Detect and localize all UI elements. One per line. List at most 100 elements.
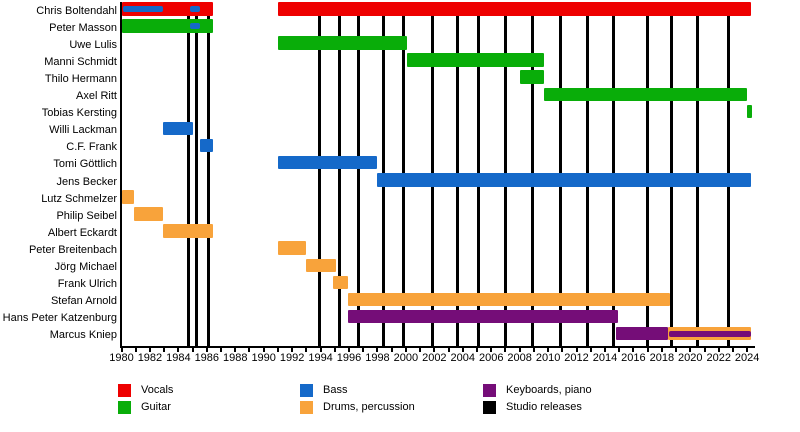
x-axis-tick-label: 2014 <box>592 352 618 364</box>
legend-swatch-bass <box>300 384 313 397</box>
legend-label-keyboards: Keyboards, piano <box>506 384 592 396</box>
x-axis-tick-label: 2010 <box>535 352 561 364</box>
legend-swatch-drums <box>300 401 313 414</box>
timeline-bar-keyboards <box>347 309 618 324</box>
x-axis-tick-label: 2020 <box>678 352 703 364</box>
x-axis-tick-label: 2006 <box>478 352 504 364</box>
timeline-bar-guitar <box>277 36 408 50</box>
timeline-bar-keyboards <box>616 326 669 341</box>
x-axis-tick <box>419 348 422 352</box>
x-axis-tick <box>305 348 308 352</box>
y-axis-line <box>120 2 122 347</box>
timeline-bar-drums <box>121 190 135 204</box>
x-axis-tick <box>490 348 493 352</box>
member-label: Frank Ulrich <box>57 278 117 291</box>
plot-area <box>121 2 766 348</box>
studio-release-line <box>337 5 341 348</box>
timeline-bar-guitar <box>747 104 753 119</box>
timeline-bar-bass <box>189 5 200 12</box>
x-axis-tick-label: 1996 <box>336 352 362 364</box>
legend-swatch-guitar <box>118 401 131 414</box>
member-label: Marcus Kniep <box>49 329 117 342</box>
x-axis-tick <box>575 348 578 352</box>
legend-label-guitar: Guitar <box>141 401 171 413</box>
member-label: Peter Breitenbach <box>28 243 117 256</box>
studio-release-line <box>186 5 190 348</box>
x-axis-tick-label: 1984 <box>166 352 191 364</box>
x-axis-tick-label: 2004 <box>450 352 475 364</box>
member-label: Stefan Arnold <box>50 295 117 308</box>
x-axis-tick-label: 1990 <box>251 352 276 364</box>
member-label: Albert Eckardt <box>47 226 117 239</box>
legend-label-drums: Drums, percussion <box>323 401 415 413</box>
x-axis-tick-label: 1980 <box>109 352 134 364</box>
x-axis-tick-label: 1982 <box>137 352 163 364</box>
x-axis-tick <box>291 348 294 352</box>
member-label: Jens Becker <box>56 175 117 188</box>
x-axis-tick-label: 1992 <box>279 352 305 364</box>
x-axis-tick <box>333 348 336 352</box>
x-axis-tick <box>220 348 223 352</box>
x-axis-tick-label: 2012 <box>564 352 589 364</box>
x-axis-tick-label: 1998 <box>365 352 390 364</box>
member-label: Hans Peter Katzenburg <box>2 312 117 325</box>
x-axis-tick <box>376 348 379 352</box>
legend-label-bass: Bass <box>323 384 348 396</box>
x-axis-tick-label: 2022 <box>706 352 731 364</box>
timeline-bar-bass <box>199 138 213 153</box>
x-axis-tick <box>547 348 550 352</box>
member-label: Lutz Schmelzer <box>41 192 117 205</box>
legend-label-vocals: Vocals <box>141 384 174 396</box>
timeline-bar-vocals <box>121 2 213 16</box>
x-axis-tick <box>689 348 692 352</box>
x-axis-tick <box>532 348 535 352</box>
member-label: Philip Seibel <box>56 209 117 222</box>
studio-release-line <box>317 5 321 348</box>
x-axis-tick <box>390 348 393 352</box>
timeline-bar-guitar <box>407 53 544 67</box>
x-axis-tick-label: 2016 <box>621 352 646 364</box>
x-axis-tick <box>433 348 436 352</box>
timeline-bar-bass <box>162 121 193 136</box>
studio-release-line <box>357 5 361 348</box>
x-axis-tick <box>675 348 678 352</box>
x-axis-tick <box>163 348 166 352</box>
timeline-bar-bass <box>189 22 200 29</box>
x-axis-tick <box>348 348 351 352</box>
x-axis-tick <box>646 348 649 352</box>
x-axis-tick-label: 2000 <box>393 352 419 364</box>
x-axis-tick <box>476 348 478 352</box>
x-axis-tick <box>120 348 123 352</box>
x-axis-tick <box>134 348 137 352</box>
timeline-bar-guitar <box>519 70 544 84</box>
timeline-bar-bass <box>277 155 378 170</box>
timeline-bar-guitar <box>121 19 213 33</box>
member-label: Axel Ritt <box>76 90 117 102</box>
x-axis-tick <box>703 348 706 352</box>
x-axis-line <box>120 346 756 348</box>
member-label: Peter Masson <box>49 21 117 34</box>
legend-label-releases: Studio releases <box>506 401 582 413</box>
x-axis-tick <box>603 348 606 352</box>
x-axis-tick <box>504 348 507 352</box>
member-label: Thilo Hermann <box>44 72 117 85</box>
x-axis-tick <box>248 348 251 352</box>
x-axis-tick-label: 1994 <box>308 352 333 364</box>
studio-release-line <box>206 5 210 348</box>
member-label: Jörg Michael <box>54 261 117 273</box>
timeline-bar-drums <box>347 292 671 307</box>
x-axis-tick <box>177 348 180 352</box>
x-axis-tick <box>660 348 663 352</box>
x-axis-tick-label: 1986 <box>194 352 220 364</box>
x-axis-tick <box>362 348 365 352</box>
x-axis-tick-label: 2002 <box>422 352 447 364</box>
x-axis-tick <box>319 348 322 352</box>
x-axis-tick <box>717 348 720 352</box>
x-axis-tick <box>447 348 450 352</box>
legend-swatch-vocals <box>118 384 131 397</box>
member-label: Uwe Lulis <box>69 38 117 51</box>
member-label: Willi Lackman <box>49 124 117 137</box>
x-axis-tick <box>731 348 734 352</box>
timeline-bar-drums <box>277 241 307 255</box>
